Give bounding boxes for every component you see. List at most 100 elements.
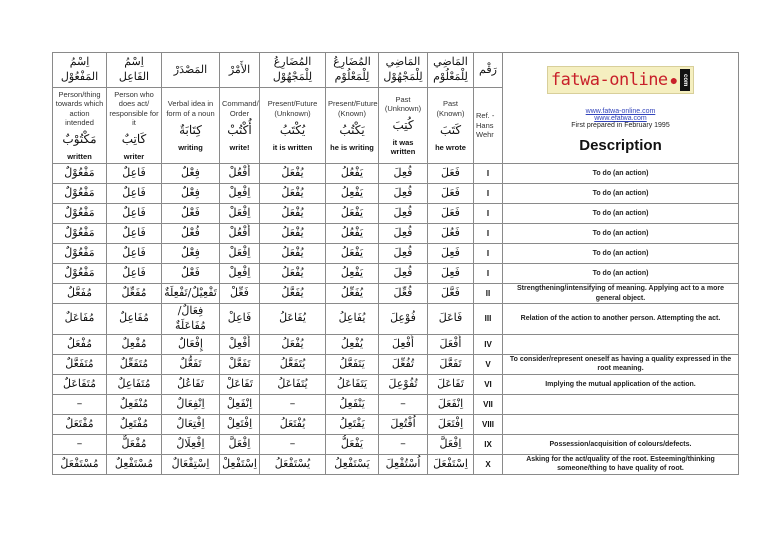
form-past-passive: فُعِلَ [378,263,428,284]
header-command: الأَمْرْ [219,52,260,88]
form-command: اِفْتَعِلْ [219,413,260,435]
header-past-active-english: Past (Known) كَتَبَ he wrote [427,87,474,164]
form-present-active: يُفْعِلُ [325,333,379,355]
form-row: مَفْعُوْلٌ فَاعِلٌ فِعْلٌ اِفْعِلْ يُفْعَلُ ي… [52,183,739,204]
form-number: VI [473,373,503,395]
form-past-active: فَعَّلَ [427,283,474,304]
header-passive-participle: اِسْمُ المَفْعُوْل [52,52,107,88]
form-passive-participle: مُفَعَّلٌ [52,283,107,304]
example-english: written [67,152,92,162]
example-arabic: يَكْتُبُ [339,122,365,137]
form-active-participle: مُفْعِلٌ [106,333,162,355]
form-description: Possession/acquisition of colours/defect… [502,433,739,455]
form-past-passive: فُعِلَ [378,223,428,244]
header-masdar-english: Verbal idea in form of a noun كِتَابَةٌ wr… [161,87,220,164]
form-past-active: اِفْعَلَّ [427,433,474,455]
form-number: III [473,303,503,335]
form-past-active: فَعَلَ [427,183,474,204]
form-row: مُفْتَعَلٌ مُفْتَعِلٌ اِفْتِعَالٌ اِفْتَعِل… [52,413,739,435]
form-masdar: إِفْعَالٌ [161,333,220,355]
form-row: مَفْعُوْلٌ فَاعِلٌ فُعْلٌ أُفْعُلْ يُفْعَلُ ي… [52,223,739,244]
english-header-row: Person/thing towards which action intend… [52,87,739,164]
form-command: أَفْعِلْ [219,333,260,355]
example-arabic: أُكْتُبْ [227,122,252,137]
form-command: فَاعِلْ [219,303,260,335]
first-prepared-note: First prepared in February 1995 [571,122,670,129]
form-past-passive: – [378,433,428,455]
form-masdar: فَعْلٌ [161,203,220,224]
example-english: it was written [390,138,416,157]
example-arabic: مَكْتُوْبٌ [62,132,97,147]
form-masdar: فِعْلٌ [161,183,220,204]
logo-description-cell: fatwa-online ● com www.fatwa-online.com … [502,52,739,164]
example-arabic: كُتِبَ [392,118,414,133]
form-present-passive: – [259,393,326,415]
form-command: اِسْتَفْعِلْ [219,453,260,475]
form-passive-participle: مُفْعَلٌ [52,333,107,355]
form-description [502,333,739,355]
form-present-active: يَتَفَاعَلُ [325,373,379,395]
form-description: To do (an action) [502,203,739,224]
form-active-participle: مُفْعَلٌّ [106,433,162,455]
form-past-active: فَعَلَ [427,203,474,224]
form-masdar: اِفْعِلَالٌ [161,433,220,455]
form-past-active: اِسْتَفْعَلَ [427,453,474,475]
form-active-participle: مُتَفَعِّلٌ [106,353,162,375]
form-present-active: يَسْتَفْعِلُ [325,453,379,475]
form-present-passive: – [259,433,326,455]
header-command-english: Command/ Order أُكْتُبْ write! [219,87,260,164]
form-description: To do (an action) [502,163,739,184]
form-masdar: فُعْلٌ [161,223,220,244]
header-present-active: المُضَارِعُ لِلْمَعْلُوْم [325,52,379,88]
form-past-passive: فُوْعِلَ [378,303,428,335]
form-present-active: يَفْعِلُ [325,263,379,284]
form-passive-participle: مُتَفَعَّلٌ [52,353,107,375]
header-active-participle: اِسْمُ الفَاعِل [106,52,162,88]
example-arabic: كَتَبَ [439,122,462,137]
header-present-passive-english: Present/Future (Unknown) يُكْتَبُ it is wr… [259,87,326,164]
form-passive-participle: مَفْعُوْلٌ [52,223,107,244]
form-description: To do (an action) [502,263,739,284]
form-masdar: فِعْلٌ [161,163,220,184]
form-present-active: يَتَفَعَّلُ [325,353,379,375]
form-number: X [473,453,503,475]
form-active-participle: مُتَفَاعِلٌ [106,373,162,395]
form-active-participle: مُسْتَفْعِلٌ [106,453,162,475]
form-command: اِنْفَعِلْ [219,393,260,415]
form-past-active: فَعِلَ [427,243,474,264]
form-number: IX [473,433,503,455]
form-number: II [473,283,503,304]
form-past-passive: فُعِلَ [378,203,428,224]
form-past-active: فَاعَلَ [427,303,474,335]
form-row: مُفَعَّلٌ مُفَعِّلٌ تَفْعِيْلٌ/تَفْعِلَةٌ ف… [52,283,739,304]
form-present-active: يَفْعُلُ [325,223,379,244]
form-present-passive: يُفَعَّلُ [259,283,326,304]
form-passive-participle: مُتَفَاعَلٌ [52,373,107,395]
header-description: Command/ Order [222,99,259,118]
example-english: write! [229,142,250,152]
example-arabic: كِتَابَةٌ [179,122,202,137]
form-masdar: اِفْتِعَالٌ [161,413,220,435]
form-row: – مُنْفَعِلٌ اِنْفِعَالٌ اِنْفَعِلْ – يَنْفَع… [52,393,739,415]
form-passive-participle: مُفْتَعَلٌ [52,413,107,435]
form-present-passive: يُسْتَفْعَلُ [259,453,326,475]
form-masdar: اِسْتِفْعَالٌ [161,453,220,475]
header-number: رَقْم [473,52,503,88]
form-present-passive: يُفَاعَلُ [259,303,326,335]
form-number: I [473,243,503,264]
form-present-active: يُفَاعِلُ [325,303,379,335]
form-command: اِفْعَلَّ [219,433,260,455]
form-command: أُفْعُلْ [219,163,260,184]
link-efatwa[interactable]: www.efatwa.com [594,115,647,122]
form-row: مُتَفَاعَلٌ مُتَفَاعِلٌ تَفَاعُلٌ تَفَاعَلْ… [52,373,739,395]
form-active-participle: مُفْتَعِلٌ [106,413,162,435]
form-past-active: فَعَلَ [427,163,474,184]
link-fatwa-online[interactable]: www.fatwa-online.com [585,108,656,115]
form-masdar: فَعْلٌ [161,263,220,284]
form-masdar: اِنْفِعَالٌ [161,393,220,415]
form-present-active: يُفَعِّلُ [325,283,379,304]
arabic-header-row: اِسْمُ المَفْعُوْل اِسْمُ الفَاعِل المَص… [52,52,739,164]
form-past-passive: – [378,393,428,415]
header-past-passive-english: Past (Unknown) كُتِبَ it was written [378,87,428,164]
form-row: مُفْعَلٌ مُفْعِلٌ إِفْعَالٌ أَفْعِلْ يُفْعَل… [52,333,739,355]
